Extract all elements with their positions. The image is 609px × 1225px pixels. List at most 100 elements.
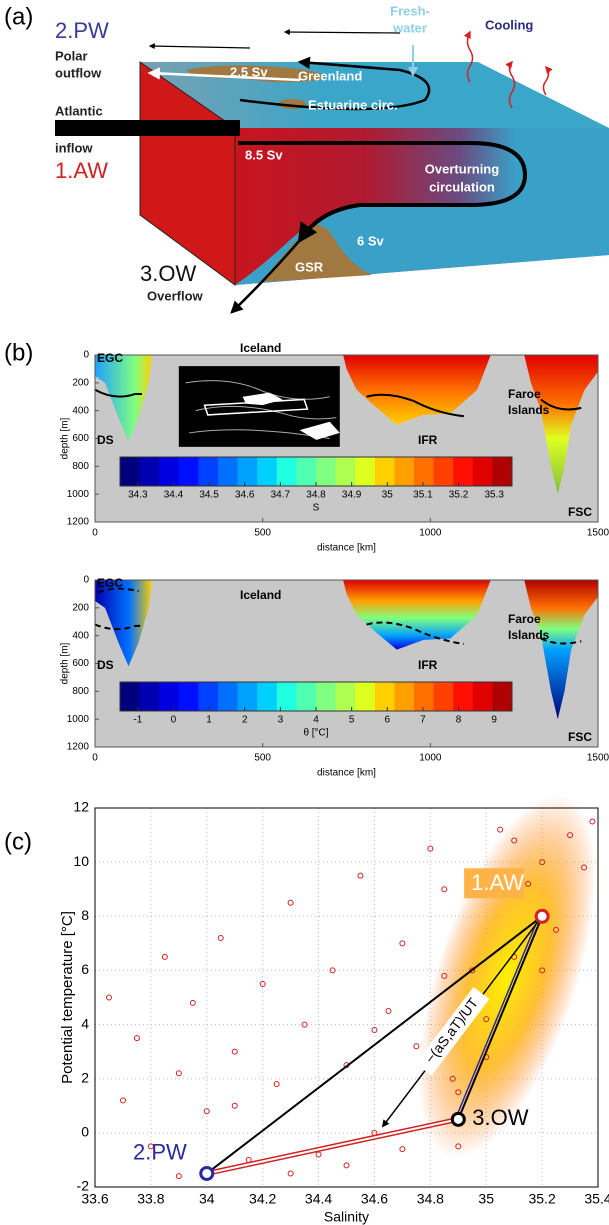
colorbar-tick-label: 1 bbox=[206, 715, 212, 726]
x-tick-label: 34.6 bbox=[361, 1191, 388, 1207]
y-tick-label: 600 bbox=[72, 658, 89, 669]
colorbar-tick-label: 34.6 bbox=[235, 490, 255, 501]
label: 2.5 Sv bbox=[230, 64, 268, 79]
y-tick-label: 0 bbox=[83, 350, 89, 361]
endmember bbox=[450, 1111, 466, 1127]
scatter-plot: −(aS,aT)/UT1.AW2.PW3.OW bbox=[94, 794, 599, 1188]
colorbar-cell bbox=[472, 682, 493, 711]
endmember-label: 3.OW bbox=[472, 1105, 528, 1130]
label: outflow bbox=[55, 65, 102, 80]
overturning-arrow bbox=[238, 141, 528, 244]
colorbar-cell bbox=[374, 457, 395, 486]
point bbox=[147, 1143, 154, 1150]
colorbar-cell bbox=[218, 457, 239, 486]
panel-label: (b) bbox=[4, 339, 33, 366]
x-tick-label: 500 bbox=[254, 528, 271, 539]
point bbox=[161, 953, 168, 960]
y-tick-label: 600 bbox=[72, 433, 89, 444]
colorbar-cell bbox=[414, 682, 435, 711]
y-tick-label: 2 bbox=[81, 1069, 89, 1085]
colorbar-cell bbox=[257, 457, 278, 486]
outflow-arrow bbox=[283, 29, 401, 36]
point bbox=[455, 1143, 462, 1150]
colorbar-tick-label: 34.9 bbox=[342, 490, 362, 501]
point bbox=[343, 1162, 350, 1169]
x-tick-label: 1000 bbox=[419, 528, 442, 539]
point bbox=[469, 967, 476, 974]
label: Polar bbox=[55, 48, 88, 63]
colorbar-tick-label: 6 bbox=[384, 715, 390, 726]
colorbar-cell bbox=[335, 457, 356, 486]
point bbox=[553, 926, 560, 933]
colorbar-cell bbox=[355, 457, 376, 486]
colorbar-cell bbox=[120, 457, 141, 486]
annotation: Iceland bbox=[240, 588, 281, 602]
label: Overturning bbox=[425, 161, 499, 176]
annotation: DS bbox=[97, 658, 114, 672]
colorbar-cell bbox=[276, 682, 297, 711]
point bbox=[399, 1146, 406, 1153]
colorbar-tick-label: 35.1 bbox=[413, 490, 433, 501]
colorbar-tick-label: 34.8 bbox=[306, 490, 326, 501]
point bbox=[105, 994, 112, 1001]
label: 6 Sv bbox=[357, 233, 385, 248]
y-tick-label: 1200 bbox=[67, 517, 90, 528]
mixing-line bbox=[206, 915, 543, 1175]
point bbox=[189, 999, 196, 1006]
y-axis-label: Potential temperature [°C] bbox=[59, 911, 76, 1084]
colorbar-cell bbox=[492, 457, 513, 486]
label: water bbox=[392, 20, 427, 35]
point bbox=[385, 1008, 392, 1015]
colorbar-tick-label: 34.4 bbox=[164, 490, 184, 501]
overflow-arrow bbox=[230, 239, 301, 314]
x-tick-label: 1500 bbox=[587, 528, 609, 539]
colorbar-cell bbox=[237, 682, 258, 711]
colorbar-cell bbox=[394, 457, 415, 486]
colorbar-cell bbox=[257, 682, 278, 711]
annotation: EGC bbox=[97, 576, 123, 590]
diagram: (a) 2.PW Polar outflow Atlantic inflow 1… bbox=[4, 3, 609, 314]
label: 1.AW bbox=[55, 158, 108, 183]
colorbar-cell bbox=[414, 457, 435, 486]
label: Estuarine circ. bbox=[308, 97, 398, 112]
x-tick-label: 35.4 bbox=[584, 1191, 609, 1207]
point bbox=[539, 967, 546, 974]
density-glow bbox=[418, 794, 596, 1159]
y-tick-label: 0 bbox=[83, 575, 89, 586]
panel-label: (c) bbox=[4, 828, 32, 855]
x-axis-label: distance [km] bbox=[317, 543, 376, 554]
colorbar-tick-label: 8 bbox=[456, 715, 462, 726]
x-tick-label: 0 bbox=[92, 753, 98, 764]
colorbar-cell bbox=[120, 682, 141, 711]
x-tick-label: 34.8 bbox=[417, 1191, 444, 1207]
colorbar-cell bbox=[433, 682, 454, 711]
point bbox=[539, 859, 546, 866]
colorbar-cell bbox=[198, 682, 219, 711]
y-tick-label: 4 bbox=[81, 1015, 89, 1031]
colorbar-tick-label: 0 bbox=[171, 715, 177, 726]
annotation: FSC bbox=[568, 730, 592, 744]
point bbox=[133, 1035, 140, 1042]
x-tick-label: 33.8 bbox=[137, 1191, 164, 1207]
point bbox=[119, 1097, 126, 1104]
x-axis-label: distance [km] bbox=[317, 768, 376, 779]
colorbar-tick-label: 7 bbox=[420, 715, 426, 726]
x-tick-label: 500 bbox=[254, 753, 271, 764]
greenland-shape bbox=[185, 65, 322, 83]
colorbar-cell bbox=[139, 457, 160, 486]
colorbar-cell bbox=[218, 682, 239, 711]
x-tick-label: 33.6 bbox=[81, 1191, 108, 1207]
point bbox=[315, 1151, 322, 1158]
annotation: Islands bbox=[508, 403, 550, 417]
colorbar-tick-label: 4 bbox=[313, 715, 319, 726]
colorbar-cell bbox=[159, 457, 180, 486]
annotation: Islands bbox=[508, 628, 550, 642]
x-tick-label: 34.2 bbox=[249, 1191, 276, 1207]
point bbox=[231, 1048, 238, 1055]
colorbar-label: θ [°C] bbox=[303, 728, 328, 739]
y-tick-label: 1200 bbox=[67, 742, 90, 753]
y-tick-label: 800 bbox=[72, 686, 89, 697]
point bbox=[175, 1173, 182, 1180]
y-tick-label: 400 bbox=[72, 405, 89, 416]
point bbox=[497, 826, 504, 833]
